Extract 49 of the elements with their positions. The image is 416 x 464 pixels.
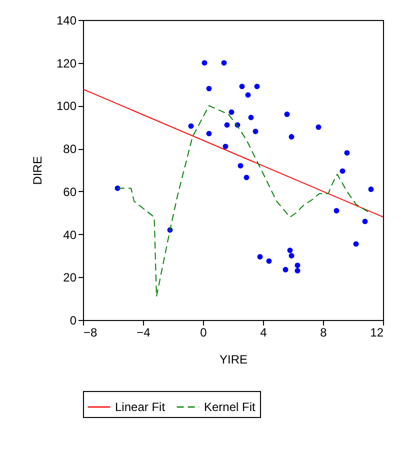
y-tick-label: 140 [56,14,77,28]
y-tick-label: 60 [63,184,77,199]
point [362,218,368,224]
point [248,114,254,120]
point [353,241,359,247]
x-tick-label: −8 [84,326,98,340]
point [340,168,346,174]
point [316,124,322,130]
point [282,266,288,272]
point [228,109,234,115]
y-axis-title: DIRE [30,156,44,185]
point [244,174,250,180]
point [257,254,263,260]
point [206,130,212,136]
y-tick-label: 20 [63,270,77,285]
point [222,144,228,150]
point [334,208,340,214]
x-axis-title: YIRE [219,352,248,366]
point [288,134,294,140]
x-tick-label: 8 [320,326,328,340]
x-tick-label: 0 [200,326,208,340]
point [294,262,300,268]
point [245,92,251,98]
point [344,150,350,156]
point [238,162,244,168]
point [284,112,290,118]
y-tick-label: 100 [56,99,77,114]
legend-label: Kernel Fit [204,400,256,414]
point [287,248,293,254]
point [202,60,208,66]
x-tick-label: −4 [136,326,151,340]
point [266,258,272,264]
y-tick-label: 120 [56,56,77,70]
x-tick-label: 12 [370,326,384,340]
point [368,186,374,192]
y-tick-label: 40 [63,228,77,242]
point [221,60,227,66]
point [294,268,300,274]
point [252,128,258,134]
point [224,122,230,128]
legend-label: Linear Fit [115,400,166,414]
point [239,84,245,90]
y-tick-label: 80 [63,142,77,156]
y-tick-label: 0 [70,314,77,328]
point [206,86,212,92]
point [288,252,294,258]
point [188,123,194,129]
x-tick-label: 4 [260,326,268,340]
point [254,84,260,90]
